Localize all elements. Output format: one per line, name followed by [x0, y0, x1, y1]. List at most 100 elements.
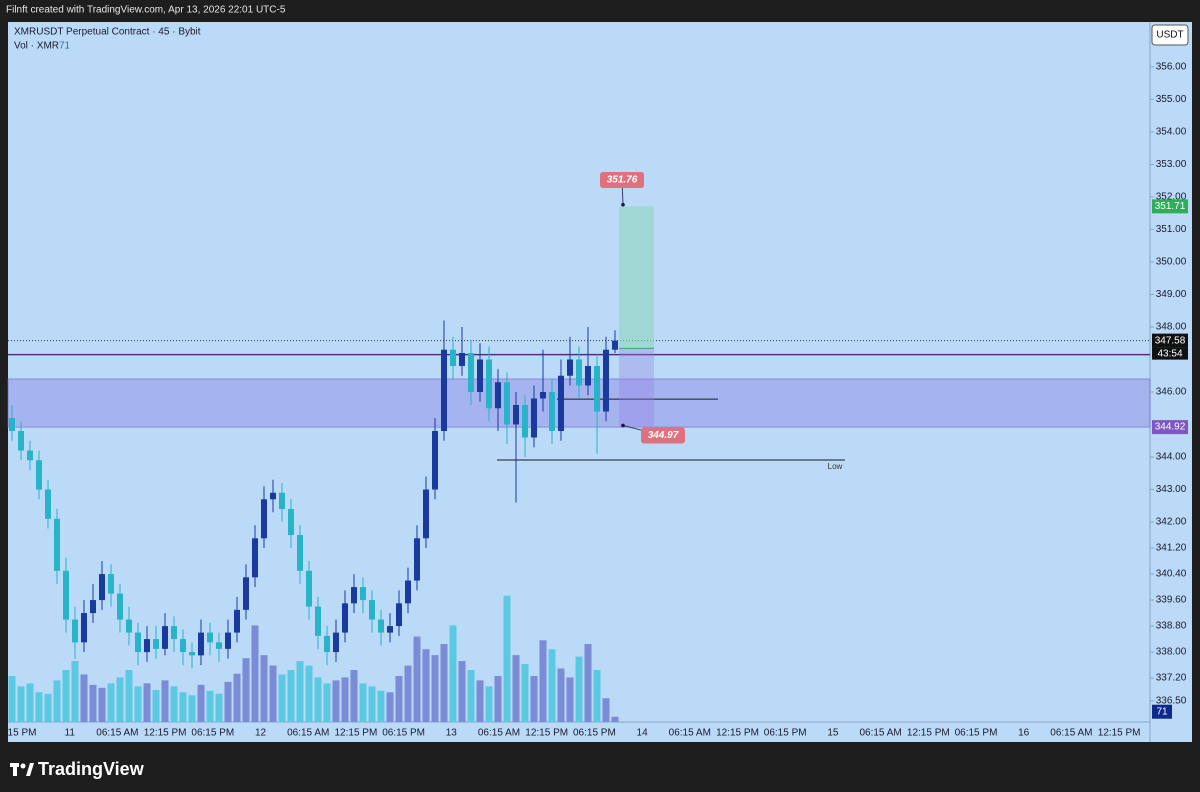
volume-bar: [530, 675, 538, 722]
volume-bar: [269, 665, 277, 722]
volume-label: 71: [1156, 706, 1168, 717]
volume-bar: [143, 683, 151, 722]
y-tick-label: 353.00: [1156, 159, 1187, 170]
volume-bar: [287, 670, 295, 722]
volume-bar: [296, 661, 304, 722]
position-stop: [619, 348, 654, 428]
y-tick-label: 349.00: [1156, 289, 1187, 300]
volume-bar: [242, 658, 250, 722]
candle-body: [351, 587, 357, 604]
volume-bar: [278, 674, 286, 722]
annotation-point: [621, 202, 625, 207]
x-tick-label: 11: [65, 728, 76, 739]
volume-label-box: [1152, 704, 1172, 719]
candle-body: [324, 635, 330, 653]
volume-bar: [197, 684, 205, 722]
candle-body: [495, 382, 501, 409]
candle-body: [9, 418, 15, 432]
volume-bar: [431, 655, 439, 722]
volume-bar: [395, 675, 403, 722]
x-tick-label: 15 PM: [8, 728, 37, 739]
volume-bar: [8, 675, 16, 722]
volume-bar: [170, 686, 178, 722]
candle-body: [126, 619, 132, 633]
annotation-box: [641, 427, 685, 444]
currency-box[interactable]: [1151, 24, 1189, 46]
y-tick-label: 340.40: [1156, 569, 1187, 580]
candle-body: [504, 382, 510, 425]
x-tick-label: 12:15 PM: [716, 728, 759, 739]
candle-body: [144, 639, 150, 653]
volume-bar: [476, 680, 484, 722]
volume-bar: [332, 680, 340, 722]
candle-body: [198, 632, 204, 656]
last-price-label-box: [1152, 333, 1188, 348]
volume-bar: [260, 655, 268, 722]
candle-body: [81, 613, 87, 643]
volume-bar: [62, 670, 70, 722]
volume-bar: [413, 636, 421, 722]
candle-body: [288, 509, 294, 536]
candle-body: [315, 606, 321, 636]
volume-bar: [440, 644, 448, 722]
candle-body: [207, 632, 213, 643]
candle-body: [549, 391, 555, 432]
volume-bar: [341, 677, 349, 722]
volume-bar: [584, 644, 592, 722]
volume-bar: [350, 670, 358, 722]
candle-body: [90, 600, 96, 614]
y-tick-label: 351.00: [1156, 224, 1187, 235]
volume-bar: [53, 680, 61, 722]
currency[interactable]: USDT: [1156, 30, 1183, 41]
y-tick-label: 346.00: [1156, 387, 1187, 398]
candle-body: [513, 405, 519, 425]
candle-body: [72, 619, 78, 643]
candle-body: [27, 450, 33, 461]
x-tick-label: 06:15 PM: [764, 728, 807, 739]
price-label-box: [1152, 199, 1188, 214]
position-target: [619, 206, 654, 349]
candle-body: [117, 593, 123, 620]
candle-body: [135, 632, 141, 653]
volume-bar: [206, 690, 214, 722]
y-tick-label: 339.60: [1156, 595, 1187, 606]
y-tick-label: 356.00: [1156, 62, 1187, 73]
candle-body: [567, 359, 573, 376]
candle-body: [396, 603, 402, 627]
volume-bar: [494, 675, 502, 722]
volume-bar: [458, 661, 466, 722]
x-tick-label: 06:15 AM: [859, 728, 901, 739]
x-tick-label: 06:15 AM: [287, 728, 329, 739]
candle-body: [468, 352, 474, 392]
x-tick-label: 15: [827, 728, 839, 739]
volume-bar: [539, 640, 547, 722]
candle-body: [477, 359, 483, 392]
header-text: Filnft created with TradingView.com, Apr…: [6, 5, 286, 16]
candle-body: [378, 619, 384, 633]
x-tick-label: 06:15 AM: [478, 728, 520, 739]
y-tick-label: 350.00: [1156, 257, 1187, 268]
x-tick-label: 13: [446, 728, 458, 739]
candle-body: [153, 639, 159, 649]
volume-bar: [323, 683, 331, 722]
candle-body: [306, 570, 312, 607]
x-tick-label: 06:15 PM: [573, 728, 616, 739]
volume-legend-value: 71: [59, 41, 71, 52]
candle-body: [297, 535, 303, 571]
x-tick-label: 06:15 AM: [96, 728, 138, 739]
candle-body: [63, 570, 69, 620]
x-tick-label: 14: [637, 728, 649, 739]
candle-body: [576, 359, 582, 386]
candle-body: [450, 349, 456, 366]
candle-body: [387, 626, 393, 633]
candle-body: [360, 587, 366, 601]
volume-bar: [233, 673, 241, 722]
candle-body: [594, 365, 600, 412]
candle-body: [216, 642, 222, 649]
y-tick-label: 352.00: [1156, 192, 1187, 203]
volume-bar: [134, 686, 142, 722]
x-tick-label: 06:15 PM: [191, 728, 234, 739]
candle-body: [162, 626, 168, 649]
annotation-label: 351.76: [607, 175, 638, 186]
volume-bar: [26, 683, 34, 722]
